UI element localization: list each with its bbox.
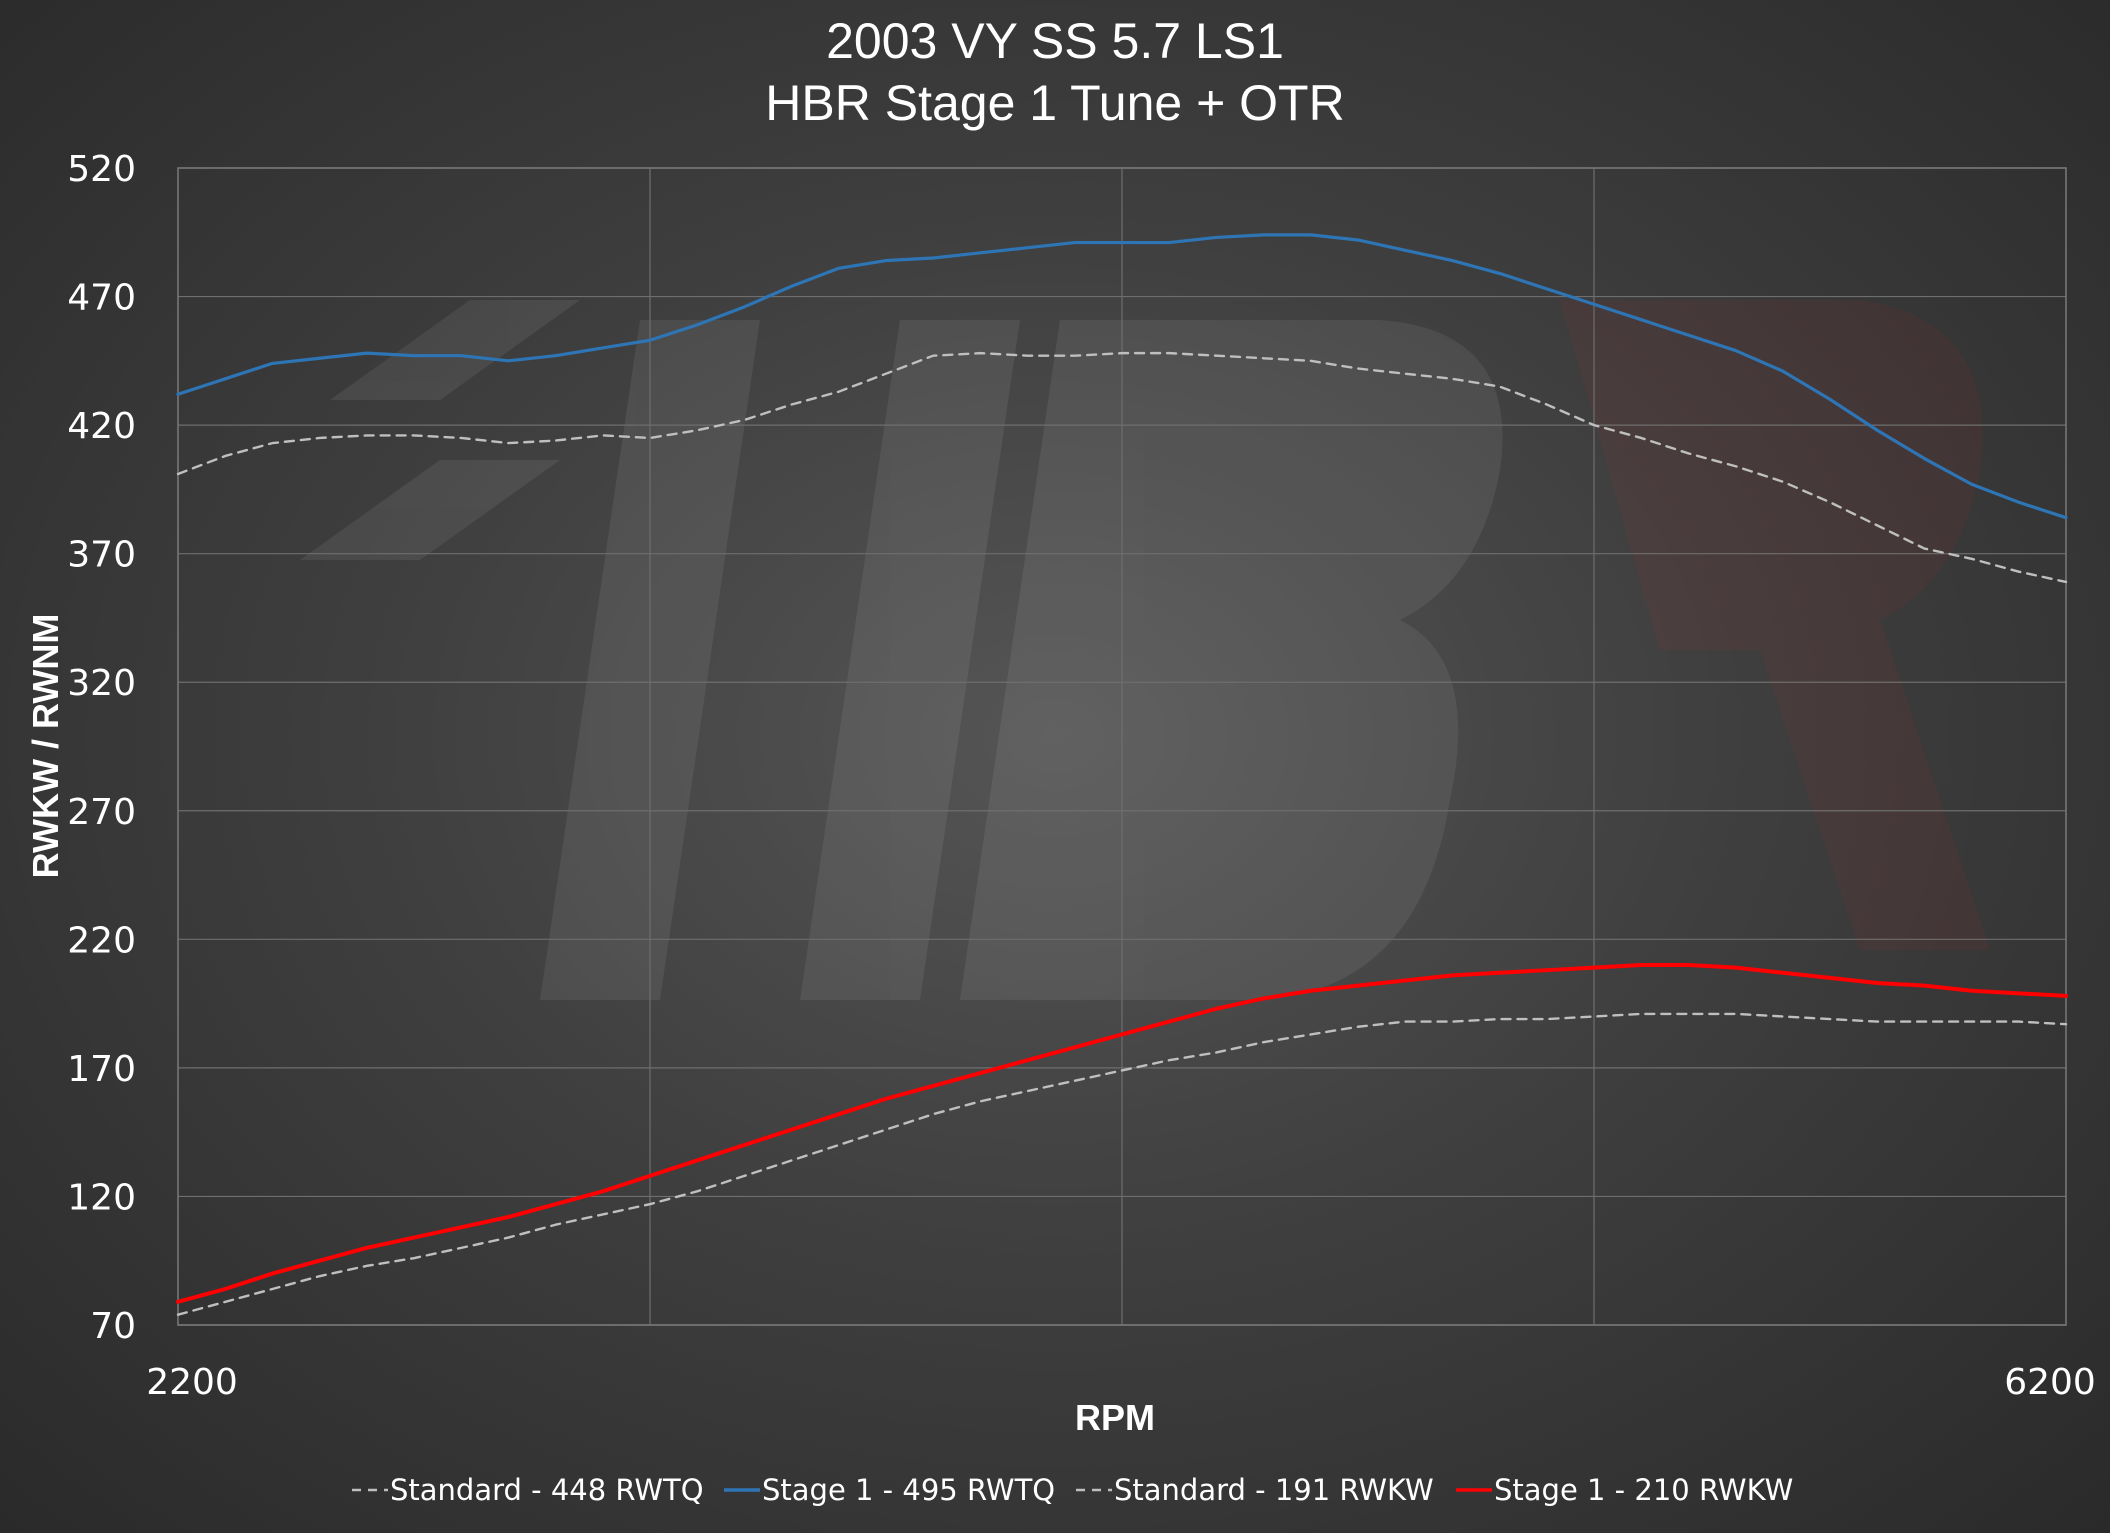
series-line-3: [176, 1012, 2068, 1316]
y-tick-label: 470: [67, 278, 136, 319]
legend: Standard - 448 RWTQ Stage 1 - 495 RWTQ Sta…: [352, 1473, 1793, 1507]
y-tick-label: 120: [67, 1177, 136, 1218]
watermark-letter-b: [960, 320, 1503, 1000]
y-tick-label: 520: [67, 149, 136, 190]
y-tick-label: 220: [67, 920, 136, 961]
y-tick-label: 420: [67, 406, 136, 447]
y-tick-label: 70: [90, 1306, 136, 1347]
legend-label: Stage 1 - 210 RWKW: [1494, 1473, 1793, 1507]
y-tick-label: 370: [67, 535, 136, 576]
watermark-stripe: [300, 460, 560, 560]
watermark-stripe: [330, 300, 580, 400]
legend-label: Standard - 448 RWTQ: [390, 1473, 704, 1507]
watermark-letter-h: [800, 320, 1020, 1000]
watermark-logo: [300, 300, 1503, 1000]
chart-title-line-1: 2003 VY SS 5.7 LS1: [826, 13, 1284, 69]
x-tick-label: 6200: [2004, 1362, 2096, 1403]
chart-title-line-2: HBR Stage 1 Tune + OTR: [765, 75, 1344, 131]
x-tick-label: 2200: [146, 1362, 238, 1403]
series-line-1: [176, 351, 2068, 584]
series-layer: [176, 233, 2068, 1316]
x-axis-title: RPM: [1075, 1397, 1155, 1438]
y-tick-label: 270: [67, 792, 136, 833]
y-axis-title: RWKW / RWNM: [25, 614, 66, 879]
watermark-r: [1560, 300, 1990, 950]
y-axis-ticks: 70 120 170 220 270 320 370 420 470 520: [67, 149, 136, 1347]
series-line-4: [176, 963, 2068, 1304]
legend-label: Standard - 191 RWKW: [1114, 1473, 1434, 1507]
series-line-2: [176, 233, 2068, 520]
plot-area: [177, 167, 2067, 1326]
legend-label: Stage 1 - 495 RWTQ: [762, 1473, 1055, 1507]
y-tick-label: 320: [67, 663, 136, 704]
y-tick-label: 170: [67, 1049, 136, 1090]
x-axis-ticks: 2200 6200: [146, 1362, 2096, 1403]
